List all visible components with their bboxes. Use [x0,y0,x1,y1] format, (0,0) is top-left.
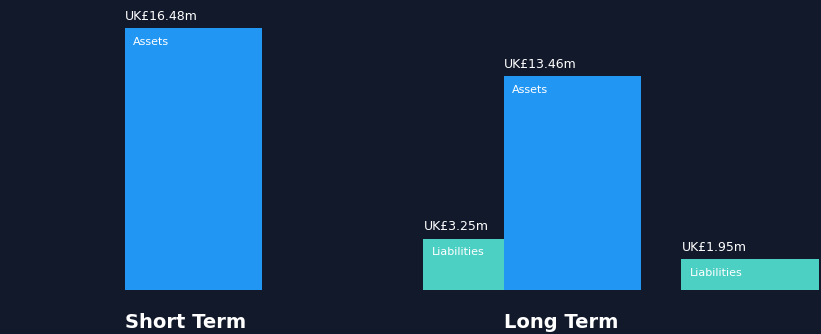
FancyBboxPatch shape [125,28,262,290]
Text: Liabilities: Liabilities [432,247,484,257]
Text: Assets: Assets [133,37,169,47]
FancyBboxPatch shape [681,259,819,290]
Text: Short Term: Short Term [125,313,246,332]
Text: Long Term: Long Term [504,313,618,332]
Text: UK£1.95m: UK£1.95m [681,240,746,254]
Text: UK£3.25m: UK£3.25m [424,220,488,233]
Text: Assets: Assets [512,85,548,95]
Text: UK£13.46m: UK£13.46m [504,57,577,70]
FancyBboxPatch shape [424,238,561,290]
FancyBboxPatch shape [504,76,641,290]
Text: UK£16.48m: UK£16.48m [125,10,198,23]
Text: Liabilities: Liabilities [690,268,742,278]
